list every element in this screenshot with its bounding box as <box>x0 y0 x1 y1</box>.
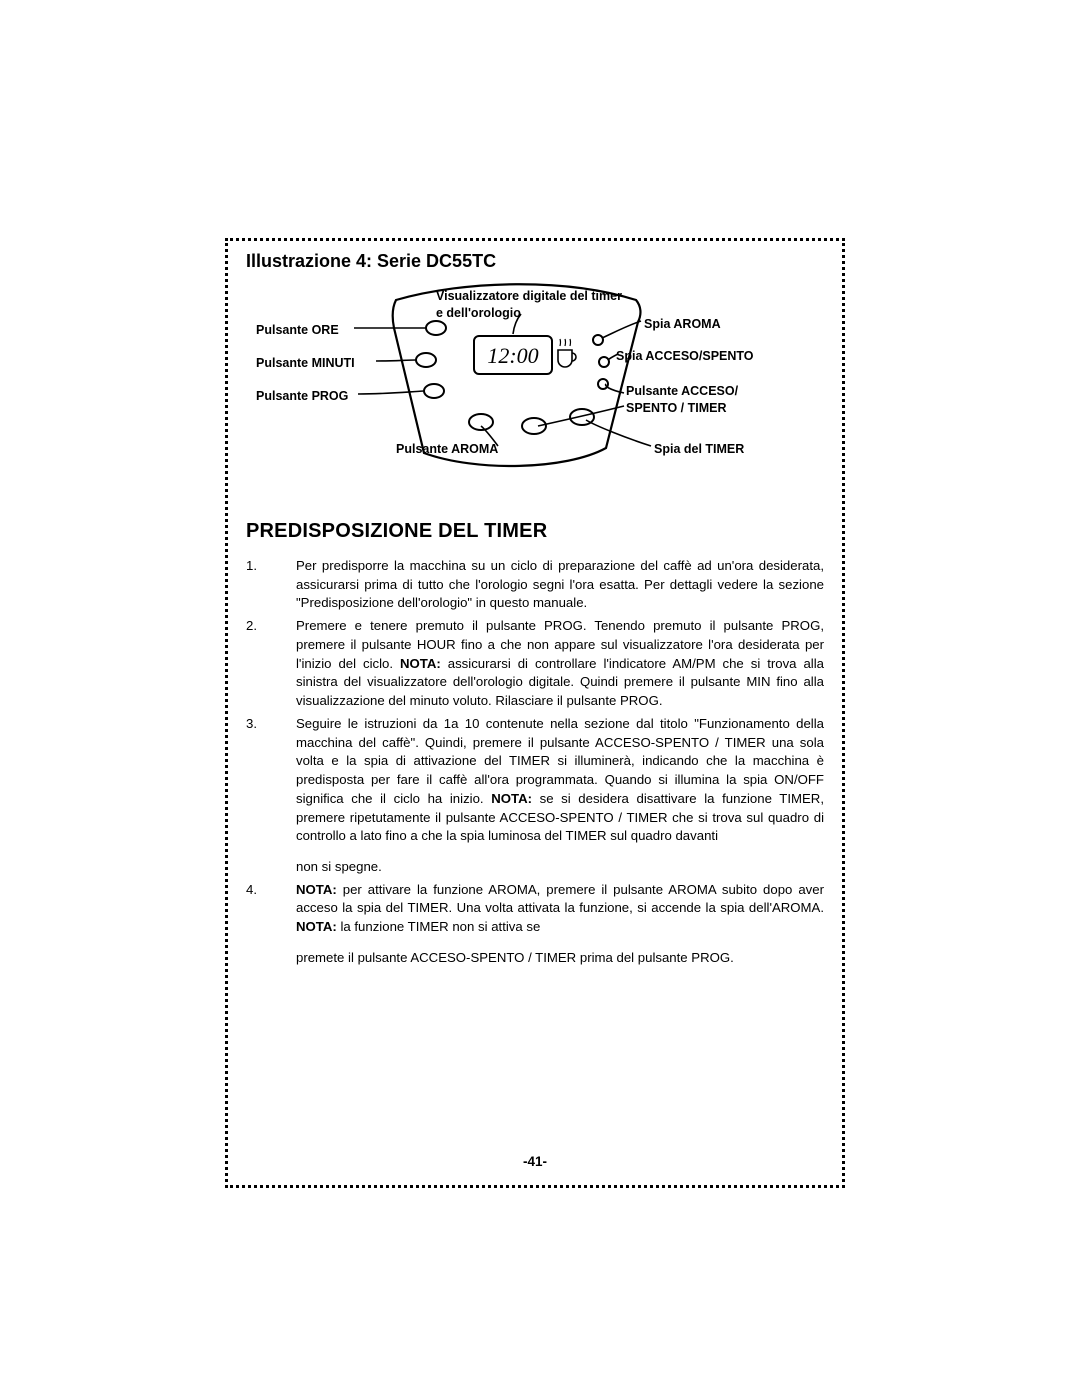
step-number: 1. <box>246 557 296 613</box>
cup-icon <box>558 339 576 367</box>
led-timer-icon <box>598 379 608 389</box>
step-number <box>246 858 296 877</box>
step-text: Per predisporre la macchina su un ciclo … <box>296 557 824 613</box>
step-number: 3. <box>246 715 296 846</box>
btn-minuti-icon <box>416 353 436 367</box>
panel-svg: 12:00 <box>246 278 826 493</box>
control-panel-diagram: Visualizzatore digitale del timer e dell… <box>246 278 824 498</box>
panel-outline-icon <box>393 284 641 466</box>
step-text: non si spegne. <box>296 858 824 877</box>
btn-aroma-icon <box>469 414 493 430</box>
btn-prog-icon <box>424 384 444 398</box>
lcd-text: 12:00 <box>487 343 538 368</box>
step-number: 4. <box>246 881 296 937</box>
btn-onoff-icon <box>522 418 546 434</box>
content-frame: Illustrazione 4: Serie DC55TC Visualizza… <box>225 238 845 1188</box>
step-number: 2. <box>246 617 296 711</box>
step-text: premete il pulsante ACCESO-SPENTO / TIME… <box>296 949 824 968</box>
instruction-step: premete il pulsante ACCESO-SPENTO / TIME… <box>246 949 824 968</box>
section-heading: PREDISPOSIZIONE DEL TIMER <box>246 520 824 543</box>
step-text: NOTA: per attivare la funzione AROMA, pr… <box>296 881 824 937</box>
instruction-list: 1.Per predisporre la macchina su un cicl… <box>246 557 824 968</box>
btn-ore-icon <box>426 321 446 335</box>
led-aroma-icon <box>593 335 603 345</box>
step-text: Seguire le istruzioni da 1a 10 contenute… <box>296 715 824 846</box>
instruction-step: 4.NOTA: per attivare la funzione AROMA, … <box>246 881 824 937</box>
instruction-step: non si spegne. <box>246 858 824 877</box>
instruction-step: 1.Per predisporre la macchina su un cicl… <box>246 557 824 613</box>
page-number: -41- <box>228 1154 842 1169</box>
instruction-step: 3.Seguire le istruzioni da 1a 10 contenu… <box>246 715 824 846</box>
figure-title: Illustrazione 4: Serie DC55TC <box>246 251 824 272</box>
led-onoff-icon <box>599 357 609 367</box>
step-text: Premere e tenere premuto il pulsante PRO… <box>296 617 824 711</box>
instruction-step: 2.Premere e tenere premuto il pulsante P… <box>246 617 824 711</box>
step-number <box>246 949 296 968</box>
page: Illustrazione 4: Serie DC55TC Visualizza… <box>0 0 1080 1397</box>
